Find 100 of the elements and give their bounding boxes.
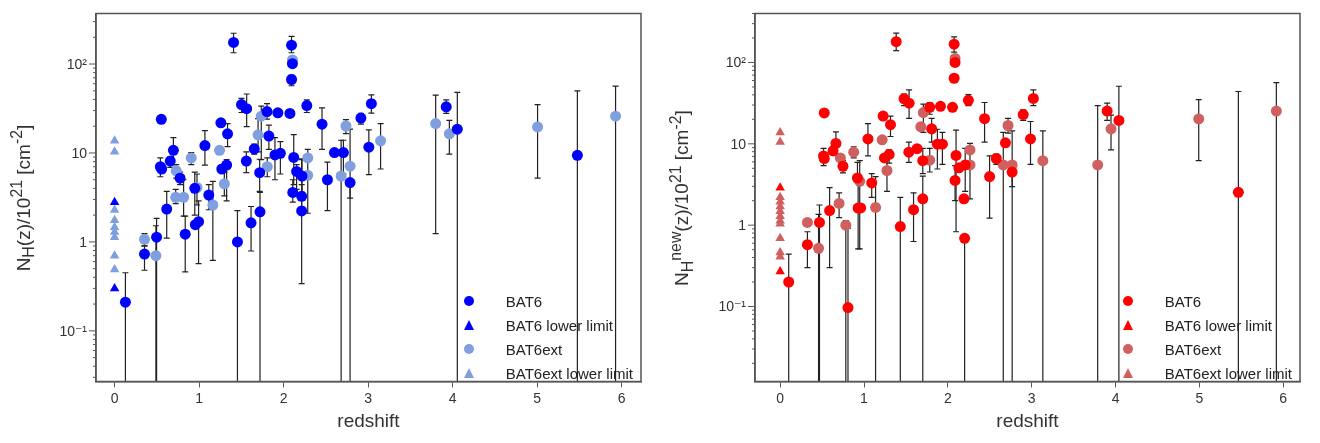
point — [824, 205, 836, 217]
x-axis-title: redshift — [996, 409, 1060, 431]
y-tick-label: 10⁻¹ — [59, 322, 87, 339]
point — [894, 221, 906, 233]
x-tick-label: 4 — [1111, 389, 1120, 406]
x-tick-label: 3 — [364, 389, 373, 406]
x-tick-label: 4 — [448, 389, 457, 406]
point — [375, 135, 387, 147]
point — [813, 216, 825, 228]
point — [344, 160, 356, 172]
point — [1025, 133, 1037, 145]
point — [877, 110, 889, 122]
point — [813, 242, 825, 254]
point — [261, 161, 273, 173]
point — [296, 190, 308, 202]
point — [287, 186, 299, 198]
x-tick-label: 2 — [279, 389, 288, 406]
point — [915, 121, 927, 133]
point — [109, 204, 120, 213]
x-axis-title: redshift — [337, 409, 401, 431]
point — [451, 123, 463, 135]
point — [827, 145, 839, 157]
x-tick-label: 6 — [617, 389, 626, 406]
point — [903, 97, 915, 109]
legend-label: BAT6ext — [1164, 340, 1222, 358]
point — [999, 137, 1011, 149]
point — [862, 133, 874, 145]
point — [775, 136, 785, 145]
point — [207, 199, 219, 211]
point — [178, 191, 190, 203]
y-tick-label: 10² — [66, 56, 87, 73]
point — [1113, 114, 1125, 126]
point — [221, 159, 233, 171]
point — [109, 250, 120, 259]
point — [532, 121, 544, 133]
point — [1037, 155, 1049, 167]
point — [316, 118, 328, 130]
y-tick-label: 10⁻¹ — [718, 298, 746, 315]
point — [231, 236, 243, 248]
point — [840, 219, 852, 231]
point — [272, 107, 284, 119]
point — [917, 155, 929, 167]
point — [296, 205, 308, 217]
point — [917, 193, 929, 205]
point — [215, 117, 227, 129]
y-tick-label: 10² — [725, 54, 746, 71]
x-tick-label: 6 — [1279, 389, 1288, 406]
point — [365, 98, 377, 110]
point — [109, 263, 120, 273]
point — [296, 170, 308, 182]
point — [193, 216, 205, 228]
point — [254, 167, 266, 179]
point — [109, 196, 120, 205]
point — [321, 174, 333, 186]
point — [245, 217, 257, 229]
point — [228, 36, 240, 48]
point — [328, 147, 340, 159]
point — [222, 128, 234, 140]
point — [870, 201, 882, 213]
point — [949, 56, 961, 68]
point — [947, 101, 959, 113]
legend-label: BAT6ext — [505, 340, 563, 358]
point — [344, 177, 356, 189]
point — [866, 177, 878, 189]
point — [241, 103, 253, 115]
point — [775, 126, 785, 136]
point — [950, 149, 962, 161]
point — [150, 250, 162, 262]
point — [252, 129, 264, 141]
x-tick-label: 0 — [110, 389, 119, 406]
point — [109, 146, 120, 155]
point — [1193, 113, 1205, 125]
point — [842, 302, 854, 314]
point — [908, 204, 920, 216]
point — [775, 232, 785, 242]
x-tick-label: 1 — [195, 389, 204, 406]
point — [959, 159, 971, 171]
point — [335, 170, 347, 182]
point — [883, 148, 895, 160]
point — [179, 228, 191, 240]
point — [254, 206, 266, 218]
point — [964, 144, 976, 156]
point — [926, 123, 938, 135]
point — [284, 107, 296, 119]
point — [214, 144, 226, 156]
point — [109, 135, 120, 144]
point — [139, 248, 150, 260]
point — [911, 143, 923, 155]
point — [610, 110, 622, 122]
point — [1006, 166, 1018, 178]
point — [571, 149, 583, 161]
point — [801, 216, 813, 228]
point — [881, 164, 893, 176]
point — [199, 140, 211, 152]
point — [286, 39, 298, 51]
point — [1101, 105, 1113, 117]
point — [1092, 159, 1104, 171]
point — [167, 144, 179, 156]
point — [979, 113, 991, 125]
point — [775, 182, 785, 191]
